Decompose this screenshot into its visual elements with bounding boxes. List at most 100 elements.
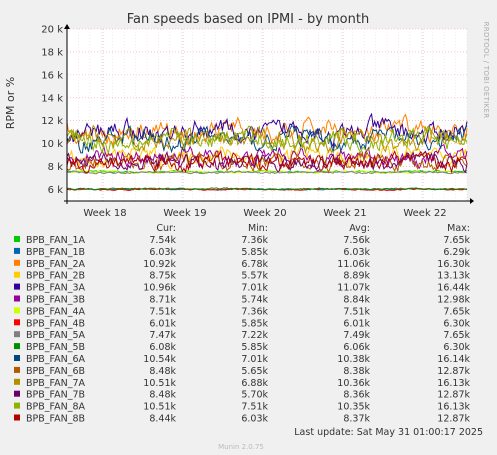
legend-max: 16.13k — [437, 378, 470, 389]
legend-swatch — [14, 319, 20, 326]
legend-cur: 6.08k — [149, 342, 176, 353]
legend-max: 13.13k — [437, 271, 470, 282]
legend-max: 16.30k — [437, 259, 470, 270]
legend-avg: 8.36k — [343, 390, 370, 401]
legend-min: 7.36k — [241, 306, 268, 317]
legend-name: BPB_FAN_2B — [26, 271, 85, 282]
legend-name: BPB_FAN_4B — [26, 318, 85, 329]
legend-avg: 10.35k — [337, 402, 370, 413]
legend-swatch — [14, 247, 20, 254]
legend-avg: 8.84k — [343, 295, 370, 306]
legend-name: BPB_FAN_5B — [26, 342, 85, 353]
legend-header-min: Min: — [248, 223, 268, 234]
legend-min: 7.51k — [241, 402, 268, 413]
legend-name: BPB_FAN_8B — [26, 414, 85, 425]
legend-cur: 10.51k — [143, 378, 176, 389]
legend-max: 16.44k — [437, 283, 470, 294]
legend-name: BPB_FAN_4A — [26, 306, 86, 317]
legend-max: 12.98k — [437, 295, 470, 306]
x-tick-label: Week 20 — [243, 208, 286, 219]
legend-max: 7.65k — [443, 306, 470, 317]
legend-avg: 7.56k — [343, 235, 370, 246]
y-tick-label: 10 k — [41, 139, 63, 150]
legend-header-cur: Cur: — [156, 223, 176, 234]
x-tick-label: Week 21 — [323, 208, 366, 219]
legend-swatch — [14, 390, 20, 397]
legend-header-max: Max: — [447, 223, 470, 234]
legend-swatch — [14, 283, 20, 290]
y-axis-label: RPM or % — [4, 77, 17, 129]
series-line-bpb-fan-7b — [66, 150, 468, 174]
legend-min: 7.01k — [241, 283, 268, 294]
legend-name: BPB_FAN_3A — [26, 283, 86, 294]
legend-swatch — [14, 378, 20, 385]
legend-name: BPB_FAN_7A — [26, 378, 86, 389]
y-tick-labels: 6 k 8 k 10 k 12 k 14 k 16 k 18 k 20 k — [41, 25, 63, 197]
legend-swatch — [14, 295, 20, 302]
legend-max: 7.65k — [443, 330, 470, 341]
legend-name: BPB_FAN_2A — [26, 259, 86, 270]
legend-min: 7.36k — [241, 235, 268, 246]
legend-min: 6.88k — [241, 378, 268, 389]
x-tick-labels: Week 18 Week 19 Week 20 Week 21 Week 22 — [83, 208, 446, 219]
y-tick-label: 20 k — [41, 25, 63, 36]
legend-swatch — [14, 271, 20, 278]
legend-min: 7.01k — [241, 354, 268, 365]
x-axis-arrow — [470, 198, 474, 204]
legend-name: BPB_FAN_8A — [26, 402, 86, 413]
legend-min: 6.78k — [241, 259, 268, 270]
legend-cur: 7.54k — [149, 235, 176, 246]
y-tick-label: 6 k — [48, 185, 64, 196]
legend-avg: 7.51k — [343, 306, 370, 317]
legend-name: BPB_FAN_7B — [26, 390, 85, 401]
series-lines — [66, 112, 468, 192]
legend-max: 12.87k — [437, 366, 470, 377]
legend-cur: 6.03k — [149, 247, 176, 258]
legend-cur: 10.54k — [143, 354, 176, 365]
last-update: Last update: Sat May 31 01:00:17 2025 — [294, 427, 483, 438]
legend-swatch — [14, 331, 20, 338]
y-tick-label: 16 k — [41, 70, 63, 81]
legend-min: 5.85k — [241, 342, 268, 353]
axes — [64, 24, 474, 204]
legend-cur: 7.51k — [149, 306, 176, 317]
legend-max: 16.13k — [437, 402, 470, 413]
legend-avg: 7.49k — [343, 330, 370, 341]
legend-name: BPB_FAN_5A — [26, 330, 86, 341]
legend-cur: 8.44k — [149, 414, 176, 425]
chart-title: Fan speeds based on IPMI - by month — [127, 12, 369, 27]
x-tick-label: Week 18 — [83, 208, 126, 219]
legend-max: 6.30k — [443, 342, 470, 353]
legend-cur: 8.48k — [149, 390, 176, 401]
legend-cur: 8.48k — [149, 366, 176, 377]
legend-avg: 8.38k — [343, 366, 370, 377]
legend-swatch — [14, 366, 20, 373]
y-tick-label: 12 k — [41, 116, 63, 127]
legend-avg: 10.38k — [337, 354, 370, 365]
x-tick-label: Week 22 — [403, 208, 446, 219]
rrdtool-credit: RRDTOOL / TOBI OETIKER — [482, 22, 490, 119]
legend-min: 5.85k — [241, 247, 268, 258]
legend-avg: 11.06k — [337, 259, 370, 270]
legend-swatch — [14, 259, 20, 266]
legend-swatch — [14, 402, 20, 409]
legend-min: 5.74k — [241, 295, 268, 306]
legend-cur: 7.47k — [149, 330, 176, 341]
legend-name: BPB_FAN_6B — [26, 366, 85, 377]
munin-version: Munin 2.0.75 — [218, 443, 264, 451]
legend-max: 6.30k — [443, 318, 470, 329]
legend-cur: 10.51k — [143, 402, 176, 413]
legend-avg: 10.36k — [337, 378, 370, 389]
series-line-bpb-fan-3a — [66, 112, 468, 149]
series-line-bpb-fan-5b — [66, 187, 468, 191]
legend-header-avg: Avg: — [349, 223, 370, 234]
legend-swatch — [14, 414, 20, 421]
legend-swatch — [14, 307, 20, 314]
legend-min: 6.03k — [241, 414, 268, 425]
legend-max: 12.87k — [437, 414, 470, 425]
series-line-bpb-fan-8b — [66, 149, 468, 174]
legend-swatch — [14, 343, 20, 350]
legend-name: BPB_FAN_1B — [26, 247, 85, 258]
legend-cur: 8.75k — [149, 271, 176, 282]
